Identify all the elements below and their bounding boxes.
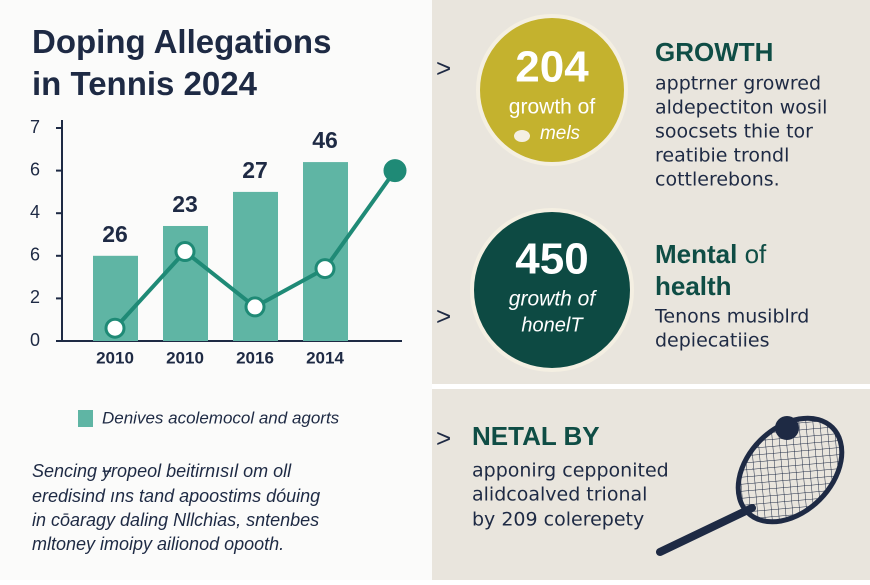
- stat-caption: growth of: [509, 96, 596, 119]
- y-tick-label: 2: [30, 287, 40, 307]
- point: [244, 296, 266, 318]
- panel: > 204 growth of mels GROWTH apptrner gro…: [436, 14, 827, 191]
- panel-heading: NETAL BY: [472, 421, 600, 451]
- bar-annotation: 46: [312, 127, 338, 153]
- chart-title: Doping Allegations in Tennis 2024: [32, 23, 331, 102]
- point: [104, 317, 126, 339]
- panel-line: alidcoalved trional: [472, 484, 647, 506]
- x-tick-label: 2010: [96, 348, 134, 367]
- y-tick-label: 0: [30, 330, 40, 350]
- panel-line: aldepectiton wosil: [655, 97, 827, 119]
- stat-sub: honelT: [521, 314, 584, 336]
- chevron: >: [436, 53, 451, 83]
- stat-number: 450: [515, 235, 588, 284]
- panel: > 450 growth of honelT Mental of health …: [436, 208, 809, 372]
- legend-label: Denives acolemocol and agorts: [102, 408, 340, 427]
- chevron: >: [436, 301, 451, 331]
- panel-line: depiecatiies: [655, 330, 769, 352]
- panel-line: apponirg cepponited: [472, 460, 669, 482]
- x-tick-label: 2016: [236, 348, 274, 367]
- note: Sencing ɏropeol beitirnısıl om oll eredi…: [32, 461, 320, 554]
- point: [174, 241, 196, 263]
- stat-circle: [470, 208, 634, 372]
- point: [383, 159, 407, 183]
- panel-line: apptrner growred: [655, 73, 821, 95]
- x-tick-label: 2010: [166, 348, 204, 367]
- divider: [432, 384, 870, 389]
- y-tick-label: 6: [30, 159, 40, 179]
- point: [314, 258, 336, 280]
- x-tick-label: 2014: [306, 348, 344, 367]
- panel-heading: Mental of: [655, 239, 767, 269]
- stat-circle: [476, 14, 628, 166]
- stat-caption: growth of: [509, 288, 598, 311]
- stat-sub: mels: [540, 123, 581, 144]
- note-line: mltoney imoipy ailionod opooth.: [32, 534, 284, 554]
- y-tick-label: 4: [30, 202, 40, 222]
- stat-number: 204: [515, 43, 589, 92]
- panel-line: soocsets thie tor: [655, 121, 813, 143]
- panel: > NETAL BY apponirg cepponited alidcoalv…: [436, 415, 845, 556]
- panel-line: by 209 colerepety: [472, 509, 644, 531]
- y-tick-label: 6: [30, 245, 40, 265]
- heading-part: Mental: [655, 239, 737, 269]
- y-tick-label: 7: [30, 117, 40, 137]
- bar-annotation: 27: [242, 157, 268, 183]
- bar-annotation: 23: [172, 191, 198, 217]
- bar-annotation: 26: [102, 221, 128, 247]
- panel-heading: GROWTH: [655, 37, 773, 67]
- note-line: Sencing ɏropeol beitirnısıl om oll: [32, 461, 292, 481]
- racket: [656, 415, 845, 556]
- note-line: in cōaragy daling Nllchias, sntenbes: [32, 510, 319, 530]
- panel-line: Tenons musiblrd: [654, 306, 809, 328]
- icon: [514, 130, 530, 142]
- note-line: eredisind ıns tand apoostims dóuing: [32, 486, 320, 506]
- panel-line: cottlerebons.: [655, 169, 780, 191]
- title-line: Doping Allegations: [32, 23, 331, 60]
- bar: [303, 162, 348, 341]
- heading-part: of: [745, 239, 767, 269]
- title-line: in Tennis 2024: [32, 65, 258, 102]
- bar: [233, 191, 278, 341]
- panel-heading: health: [655, 271, 732, 301]
- panel-line: reatibie trondl: [655, 145, 789, 167]
- legend-swatch: [78, 410, 93, 427]
- chevron: >: [436, 423, 451, 453]
